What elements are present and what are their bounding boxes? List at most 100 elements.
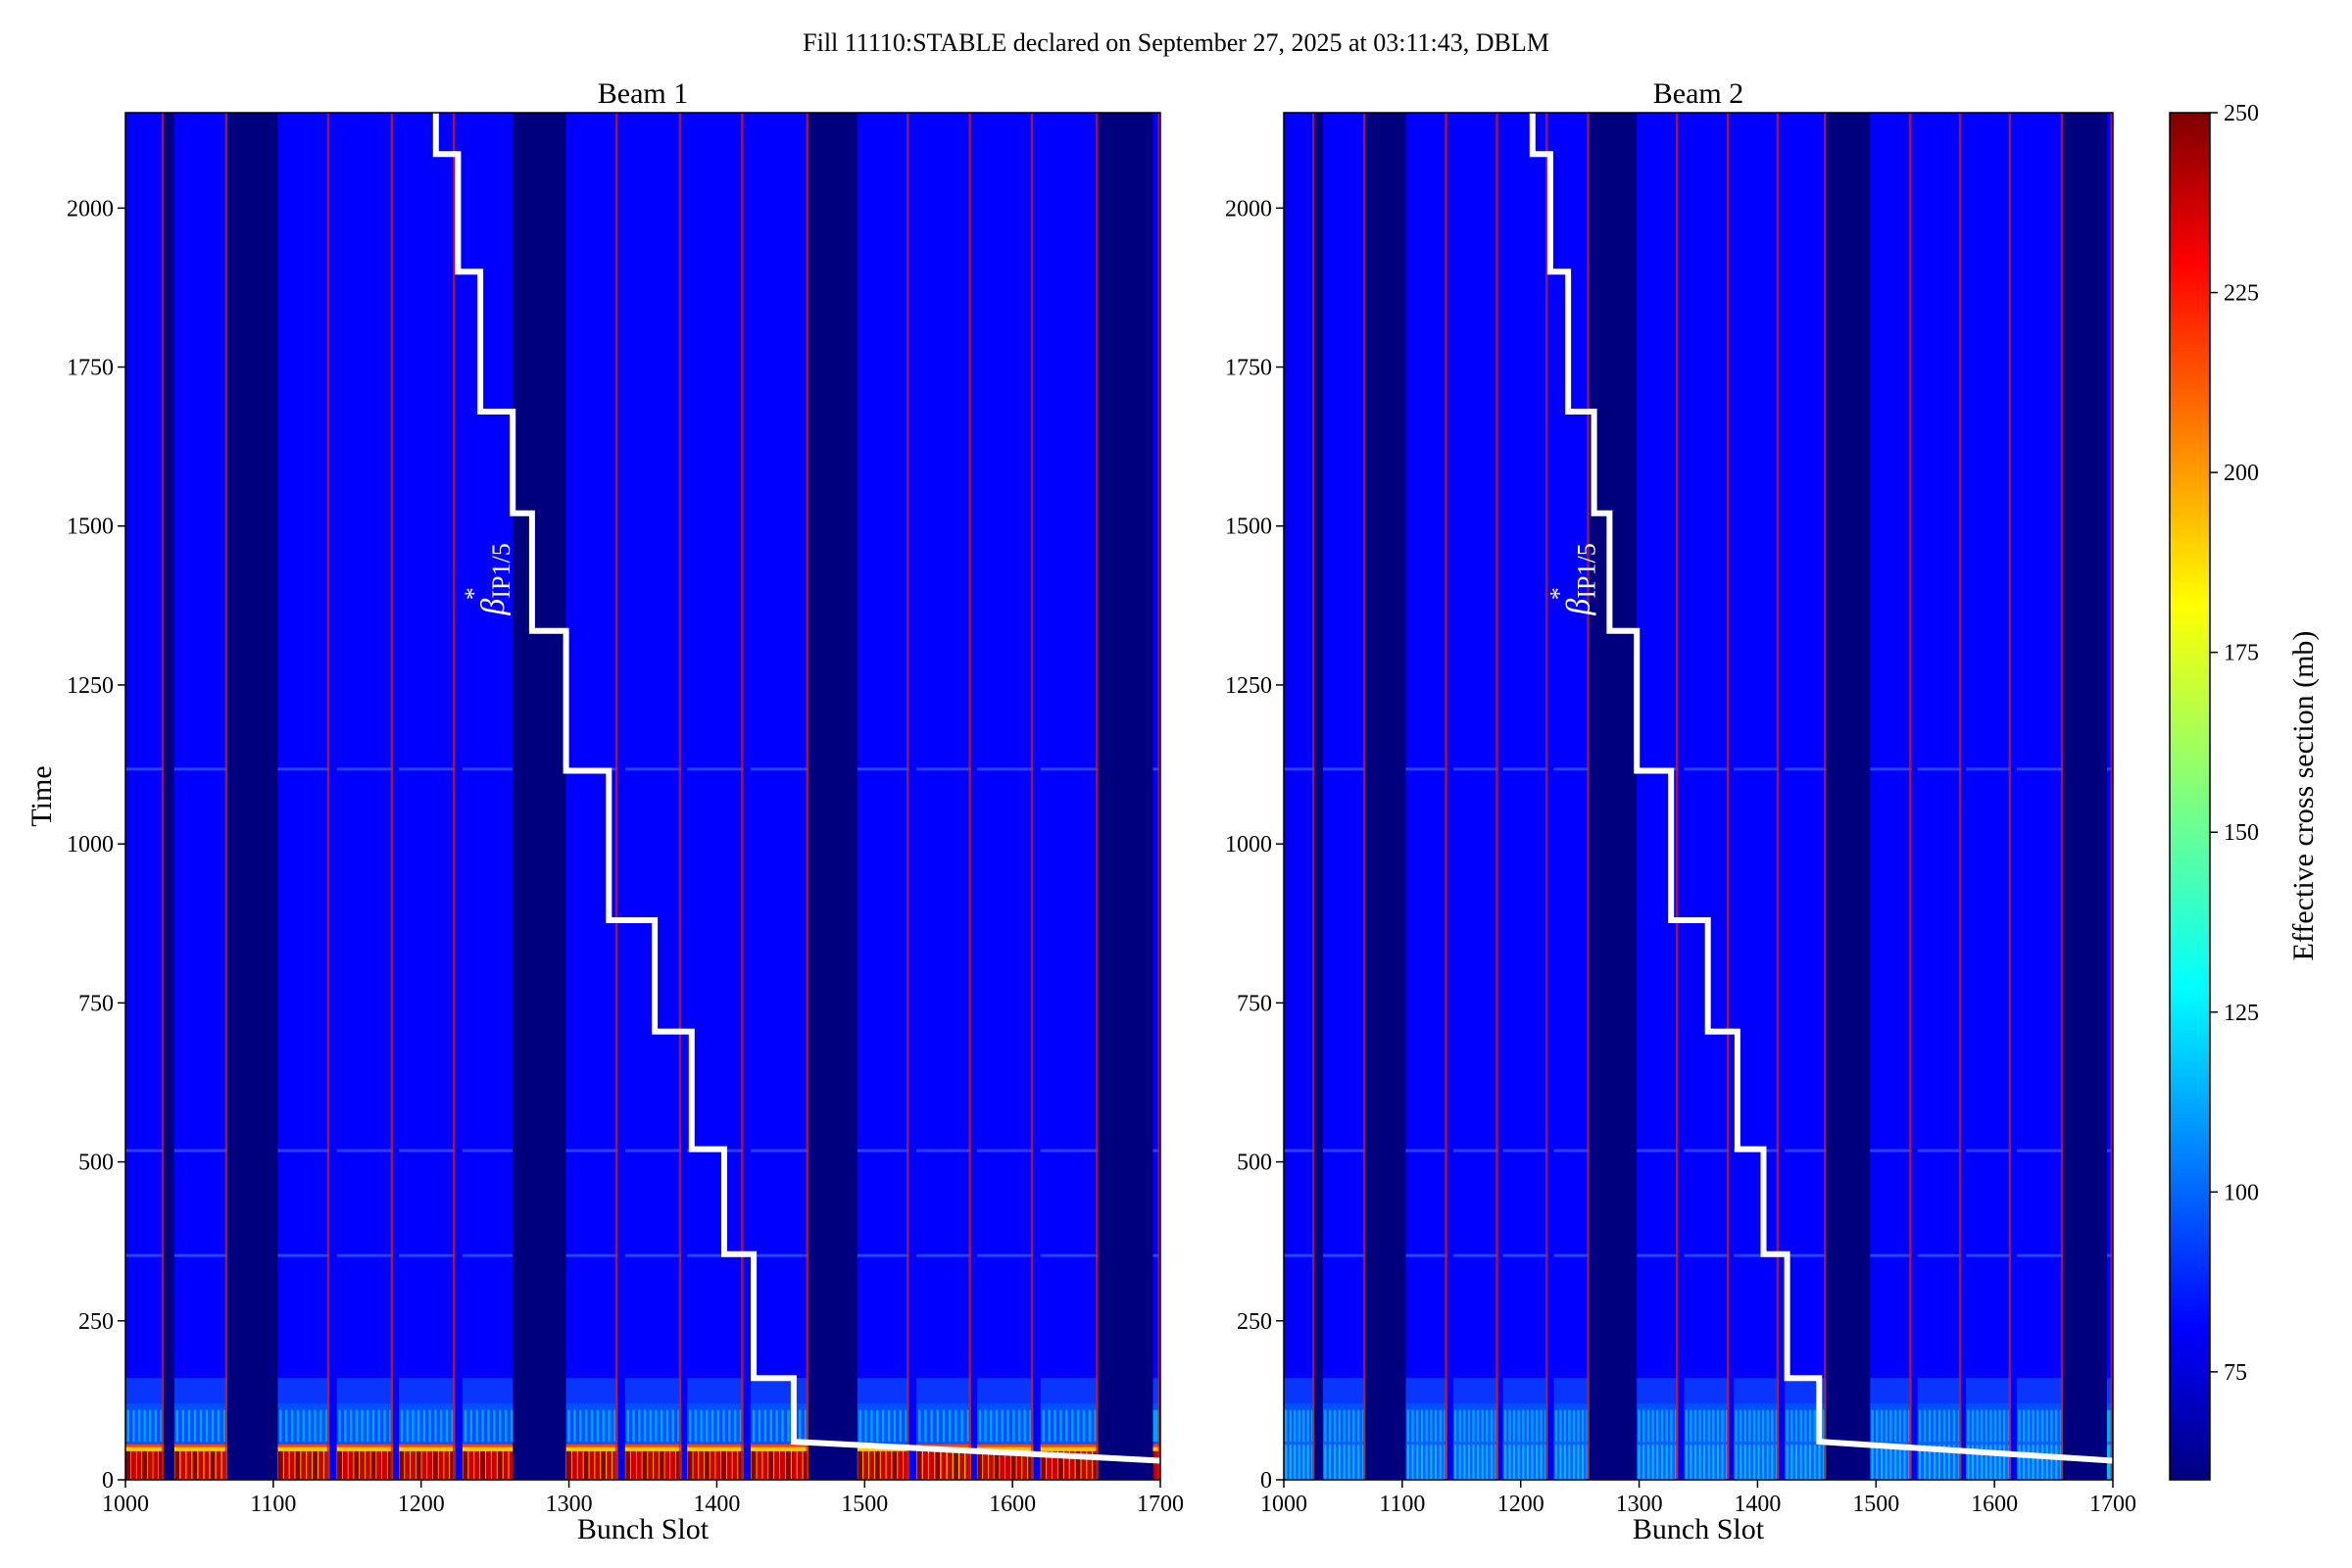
beam1-gap-column [808,113,858,1480]
beam2-x-axis-label: Bunch Slot [1633,1513,1765,1545]
beam1-gap-column [1098,113,1153,1480]
beam1-x-tick-label: 1000 [102,1492,149,1517]
beam2-bunch-train [1734,113,1780,1480]
beam1-bunch-train [916,113,971,1480]
colorbar-gradient [2169,112,2211,1481]
colorbar-tick-label: 225 [2224,281,2259,307]
beam1-x-tick-label: 1400 [693,1492,740,1517]
beam2-x-tick-label: 1500 [1852,1492,1899,1517]
beam1-y-tick-label: 1750 [67,356,114,381]
beam2-y-tick-label: 2000 [1225,196,1272,221]
beam1-bunch-train [173,113,228,1480]
beam1-y-tick-label: 750 [78,991,114,1016]
beam2-title: Beam 2 [1653,77,1743,110]
beam2-y-tick-label: 250 [1237,1309,1272,1335]
beam2-x-tick-label: 1000 [1260,1492,1307,1517]
beam1-bunch-train [624,113,682,1480]
beam2-bunch-train [1684,113,1730,1480]
beam2-y-tick-label: 1250 [1225,673,1272,699]
beam2-gap-column [1826,113,1871,1480]
beam2-gap-column [1589,113,1638,1480]
beam2-bunch-train [1502,113,1548,1480]
beam2-bunch-train [1322,113,1366,1480]
beam2-bunch-train [1452,113,1498,1480]
beam2-gap-column [1314,113,1323,1480]
beam1-heatmap-background [125,113,1160,1480]
beam2-gap-column [2063,113,2107,1480]
beam2-heatmap-background [1284,113,2113,1480]
beam1-bunch-train [565,113,618,1480]
beam1-x-tick-label: 1200 [398,1492,445,1517]
beam2-bunch-train [1966,113,2012,1480]
beam2-bunch-train [1870,113,1912,1480]
colorbar-tick-label: 150 [2224,820,2259,846]
beam1-beta-star-label: βIP1/5* [460,543,515,615]
beam2-panel: βIP1/5* 1000 1100 1200 1300 1400 1500 1600 1700 0… [1225,77,2136,1545]
beam2-bunch-train [1553,113,1590,1480]
beam2-heatmap [1284,113,2113,1480]
beam1-x-axis-label: Bunch Slot [577,1513,710,1545]
beam1-bunch-train [687,113,744,1480]
beam2-y-tick-label: 1750 [1225,356,1272,381]
beam1-beta-star-line [432,113,1160,1464]
beam2-x-tick-label: 1700 [2089,1492,2136,1517]
beam1-bunch-train [277,113,330,1480]
beam1-y-tick-label: 0 [102,1468,114,1494]
beam1-gap-column [164,113,174,1480]
beam1-x-tick-label: 1500 [841,1492,888,1517]
beam2-y-tick-label: 0 [1260,1468,1272,1494]
beam1-y-axis-label: Time [25,765,58,826]
beam1-heatmap [125,113,1160,1480]
colorbar-tick-label: 250 [2224,101,2259,126]
beam2-bunch-train [1405,113,1447,1480]
beam2-y-tick-label: 1500 [1225,514,1272,540]
beam1-x-tick-label: 1100 [250,1492,296,1517]
beam1-x-tick-label: 1600 [989,1492,1036,1517]
beam1-bunch-train [751,113,808,1480]
beam1-gap-column [227,113,278,1480]
beam2-x-tick-label: 1600 [1971,1492,2018,1517]
beam1-y-tick-label: 500 [78,1151,114,1176]
beam2-x-tick-label: 1300 [1616,1492,1663,1517]
beam1-bunch-train [1040,113,1099,1480]
beam2-bunch-train [2017,113,2064,1480]
colorbar: 75 100 125 150 175 200 225 250 Effective cross … [2169,101,2320,1481]
colorbar-tick-label: 175 [2224,641,2259,666]
beam2-gap-column [1365,113,1406,1480]
beam1-bunch-train [399,113,456,1480]
beam1-y-tick-label: 250 [78,1309,114,1335]
beam1-y-tick-label: 1500 [67,514,114,540]
beam2-beta-star-line [1529,113,2113,1464]
beam2-x-tick-label: 1400 [1734,1492,1781,1517]
colorbar-ticks: 75 100 125 150 175 200 225 250 [2210,101,2259,1386]
beam2-y-tick-label: 750 [1237,991,1272,1016]
beam1-plot-frame [124,112,1161,1481]
beam2-y-tick-label: 500 [1237,1151,1272,1176]
beam2-x-tick-label: 1200 [1497,1492,1544,1517]
beam2-y-tick-label: 1000 [1225,832,1272,858]
beam2-bunch-train [1917,113,1962,1480]
beam1-y-tick-label: 1250 [67,673,114,699]
beam1-x-tick-label: 1300 [546,1492,593,1517]
beam2-bunch-train [1284,113,1315,1480]
beam2-beta-star-label: βIP1/5* [1545,543,1601,615]
beam2-x-tick-label: 1100 [1379,1492,1425,1517]
beam1-x-tick-label: 1700 [1137,1492,1184,1517]
beam1-title: Beam 1 [598,77,688,110]
colorbar-tick-label: 75 [2224,1360,2247,1386]
figure-title: Fill 11110:STABLE declared on September … [803,28,1549,57]
colorbar-label: Effective cross section (mb) [2287,631,2320,961]
beam1-bunch-train [857,113,909,1480]
beam2-bunch-train [1637,113,1679,1480]
beam2-plot-frame [1283,112,2114,1481]
beam1-gap-column [513,113,566,1480]
colorbar-tick-label: 125 [2224,1001,2259,1026]
beam1-bunch-train [336,113,394,1480]
beam1-bunch-train [125,113,165,1480]
beam1-y-tick-label: 1000 [67,832,114,858]
colorbar-tick-label: 200 [2224,461,2259,486]
beam1-y-tick-label: 2000 [67,196,114,221]
colorbar-tick-label: 100 [2224,1180,2259,1205]
beam1-panel: βIP1/5* 1000 1100 1200 1300 1400 1500 1600 1700 0… [25,77,1184,1545]
